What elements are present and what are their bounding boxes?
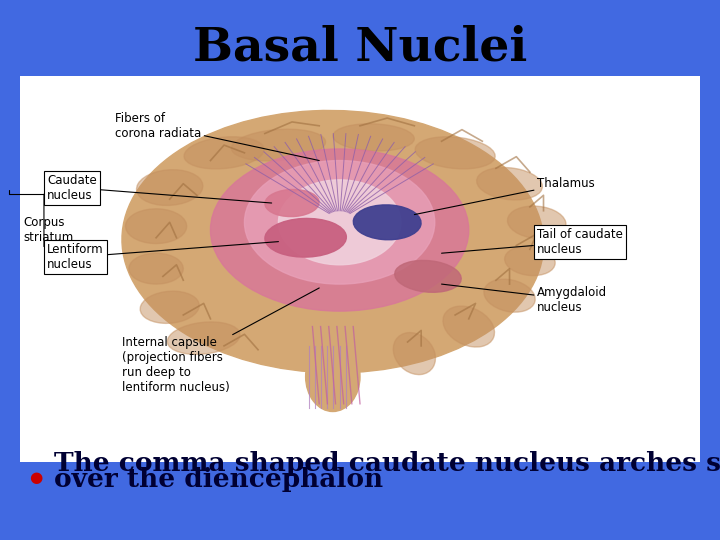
- Text: Thalamus: Thalamus: [415, 177, 595, 214]
- Ellipse shape: [140, 291, 199, 323]
- Ellipse shape: [129, 253, 184, 284]
- Text: Basal Nuclei: Basal Nuclei: [193, 24, 527, 70]
- Ellipse shape: [265, 190, 319, 217]
- Ellipse shape: [137, 170, 203, 205]
- Ellipse shape: [484, 279, 535, 312]
- Text: Lentiform
nucleus: Lentiform nucleus: [48, 241, 279, 271]
- Text: The comma shaped caudate nucleus arches superiorly: The comma shaped caudate nucleus arches …: [54, 451, 720, 476]
- Ellipse shape: [210, 149, 469, 311]
- Text: Internal capsule
(projection fibers
run deep to
lentiform nucleus): Internal capsule (projection fibers run …: [122, 288, 319, 394]
- Ellipse shape: [265, 218, 346, 257]
- Ellipse shape: [505, 246, 555, 275]
- Text: Fibers of
corona radiata: Fibers of corona radiata: [115, 112, 319, 160]
- Ellipse shape: [443, 306, 495, 347]
- Ellipse shape: [477, 167, 542, 200]
- FancyBboxPatch shape: [20, 76, 700, 462]
- Text: Caudate
nucleus: Caudate nucleus: [48, 173, 271, 203]
- Ellipse shape: [184, 137, 264, 169]
- Ellipse shape: [508, 206, 566, 239]
- Text: Amygdaloid
nucleus: Amygdaloid nucleus: [441, 284, 607, 314]
- Text: ●: ●: [29, 470, 42, 485]
- Ellipse shape: [333, 124, 414, 151]
- Ellipse shape: [279, 180, 401, 265]
- Ellipse shape: [125, 209, 186, 244]
- Ellipse shape: [354, 205, 421, 240]
- Ellipse shape: [122, 111, 544, 373]
- Ellipse shape: [231, 129, 325, 161]
- Ellipse shape: [415, 137, 495, 169]
- Ellipse shape: [245, 160, 435, 284]
- Text: over the diencephalon: over the diencephalon: [54, 468, 383, 492]
- Ellipse shape: [395, 260, 462, 292]
- Text: Tail of caudate
nucleus: Tail of caudate nucleus: [441, 228, 623, 255]
- Ellipse shape: [305, 342, 360, 411]
- Text: Corpus
striatum: Corpus striatum: [24, 216, 74, 244]
- Ellipse shape: [167, 322, 240, 354]
- Ellipse shape: [393, 333, 436, 375]
